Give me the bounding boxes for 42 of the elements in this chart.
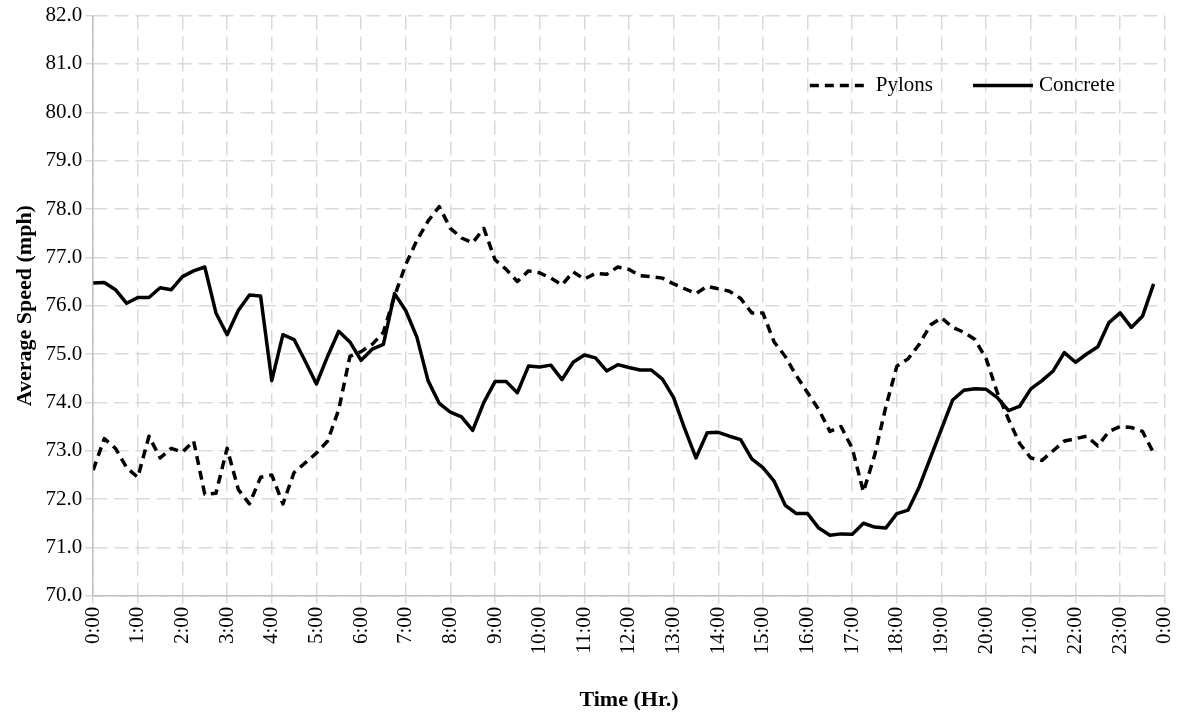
x-tick-label: 8:00 [436,606,461,645]
y-tick-label: 79.0 [45,147,83,172]
x-tick-label: 1:00 [124,606,149,645]
y-tick-label: 70.0 [45,582,83,607]
y-tick-label: 77.0 [45,243,83,268]
x-tick-label: 19:00 [928,606,953,655]
x-tick-label: 6:00 [347,606,372,645]
y-tick-label: 75.0 [45,340,83,365]
y-axis-title: Average Speed (mph) [10,205,36,407]
x-tick-label: 22:00 [1062,606,1087,655]
y-tick-label: 80.0 [45,98,83,123]
x-tick-label: 23:00 [1106,606,1131,655]
x-tick-label: 20:00 [972,606,997,655]
y-tick-label: 72.0 [45,485,83,510]
y-tick-label: 71.0 [45,533,83,558]
x-tick-label: 14:00 [704,606,729,655]
x-tick-label: 17:00 [838,606,863,655]
y-tick-label: 74.0 [45,388,83,413]
y-tick-label: 82.0 [45,2,83,27]
x-tick-label: 9:00 [481,606,506,645]
x-tick-label: 15:00 [749,606,774,655]
x-tick-label: 11:00 [570,606,595,654]
x-tick-label: 7:00 [392,606,417,645]
x-tick-label: 2:00 [168,606,193,645]
x-tick-label: 3:00 [213,606,238,645]
legend-label: Concrete [1039,72,1115,97]
x-tick-label: 18:00 [883,606,908,655]
x-axis-title: Time (Hr.) [579,686,679,712]
x-tick-label: 12:00 [615,606,640,655]
x-tick-label: 16:00 [794,606,819,655]
x-tick-label: 21:00 [1017,606,1042,655]
y-tick-label: 78.0 [45,195,83,220]
legend-label: Pylons [875,72,933,97]
y-tick-label: 81.0 [45,50,83,75]
y-tick-label: 73.0 [45,437,83,462]
x-tick-label: 0:00 [1151,606,1176,645]
x-tick-label: 0:00 [79,606,104,645]
y-tick-label: 76.0 [45,292,83,317]
x-tick-label: 4:00 [258,606,283,645]
x-tick-label: 5:00 [302,606,327,645]
x-tick-label: 10:00 [526,606,551,655]
x-tick-label: 13:00 [660,606,685,655]
